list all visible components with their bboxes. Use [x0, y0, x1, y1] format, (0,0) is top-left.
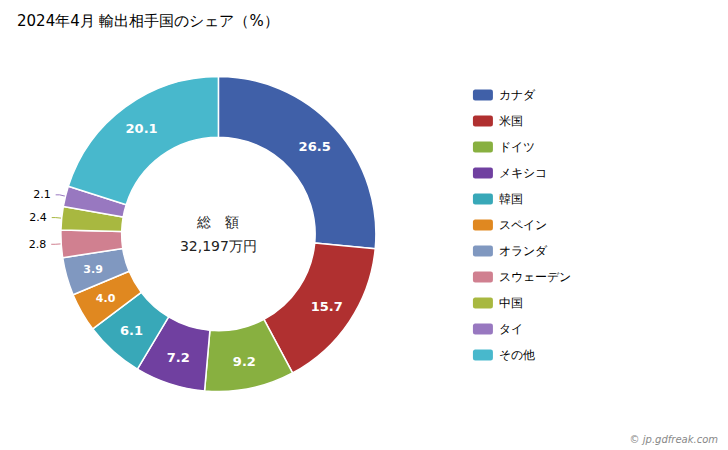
svg-text:32,197万円: 32,197万円	[180, 238, 257, 254]
svg-text:4.0: 4.0	[96, 292, 116, 305]
svg-text:米国: 米国	[499, 114, 523, 128]
svg-text:26.5: 26.5	[299, 139, 331, 154]
svg-text:総 額: 総 額	[196, 214, 239, 230]
svg-text:中国: 中国	[499, 296, 523, 310]
svg-text:メキシコ: メキシコ	[499, 166, 547, 180]
svg-text:オランダ: オランダ	[499, 244, 548, 258]
svg-text:2.4: 2.4	[29, 211, 47, 224]
svg-text:韓国: 韓国	[499, 192, 523, 206]
svg-text:2.8: 2.8	[29, 238, 47, 251]
svg-text:ドイツ: ドイツ	[499, 140, 535, 154]
svg-text:9.2: 9.2	[233, 354, 256, 369]
svg-text:2.1: 2.1	[33, 188, 51, 201]
svg-text:6.1: 6.1	[120, 323, 143, 338]
svg-text:20.1: 20.1	[126, 121, 158, 136]
svg-text:タイ: タイ	[499, 322, 523, 336]
svg-text:© jp.gdfreak.com: © jp.gdfreak.com	[630, 434, 719, 445]
svg-text:3.9: 3.9	[83, 263, 103, 276]
svg-text:その他: その他	[499, 348, 535, 362]
svg-text:スウェーデン: スウェーデン	[499, 270, 571, 284]
svg-text:2024年4月 輸出相手国のシェア（%）: 2024年4月 輸出相手国のシェア（%）	[17, 12, 279, 30]
svg-text:7.2: 7.2	[167, 350, 190, 365]
svg-text:スペイン: スペイン	[499, 218, 547, 232]
svg-text:15.7: 15.7	[311, 299, 343, 314]
svg-text:カナダ: カナダ	[499, 88, 536, 102]
